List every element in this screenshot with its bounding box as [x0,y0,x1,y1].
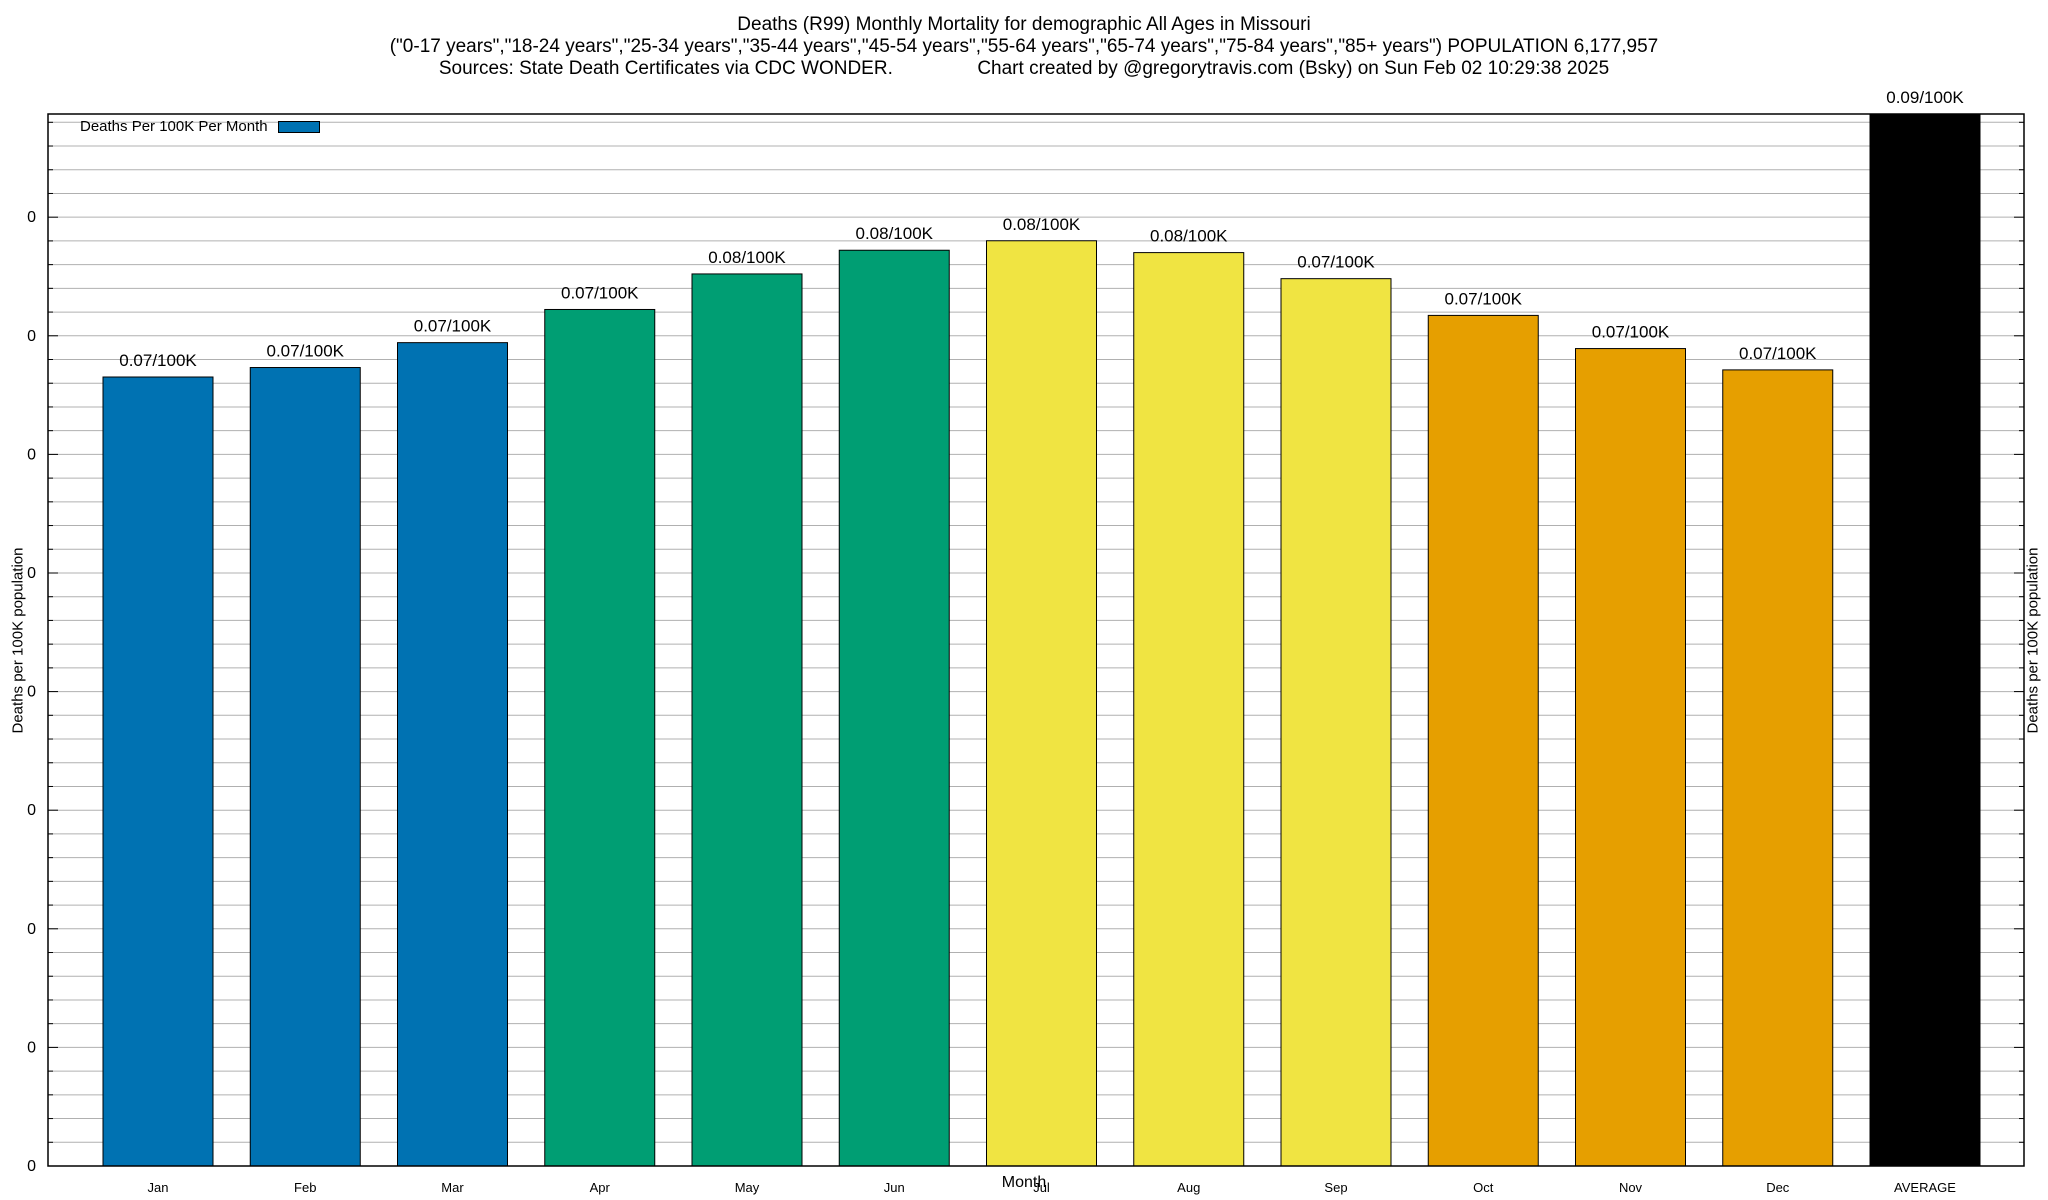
bars [102,113,1981,1167]
chart-sources-line: Sources: State Death Certificates via CD… [0,58,2048,80]
bar-oct [1427,314,1539,1167]
x-tick-label: Sep [1324,1180,1347,1195]
data-label: 0.07/100K [1444,289,1522,308]
bar-apr [544,308,656,1167]
chart-subtitle: ("0-17 years","18-24 years","25-34 years… [389,36,1659,57]
x-tick-label: Aug [1177,1180,1200,1195]
x-axis-label: Month [1001,1174,1047,1191]
chart-credit: Chart created by @gregorytravis.com (Bsk… [977,58,1610,79]
legend: Deaths Per 100K Per Month [80,118,320,135]
x-tick-label: Mar [441,1180,464,1195]
data-label: 0.08/100K [855,224,933,243]
x-tick-label: May [735,1180,760,1195]
chart-title: Deaths (R99) Monthly Mortality for demog… [737,14,1311,35]
y-tick-label: 0 [27,921,36,938]
y-axis-label-right: Deaths per 100K population [2024,547,2042,734]
data-labels: 0.07/100K Jan 0.07/100K Feb 0.07/100K Mar 0.07… [119,88,1964,1195]
y-axis-label: Deaths per 100K population [9,547,27,734]
data-label: 0.09/100K [1886,88,1964,107]
data-label: 0.08/100K [1003,215,1081,234]
bar-jun [838,249,950,1167]
x-tick-label: Apr [590,1180,611,1195]
x-tick-label: Oct [1473,1180,1494,1195]
bar-jul [986,240,1097,1167]
y-tick-label: 0 [27,802,36,819]
bar-feb [249,367,361,1167]
bar-aug [1133,252,1245,1167]
axis-ticks: 0 0 0 0 0 0 0 0 0 [27,121,2024,1175]
legend-swatch [277,120,320,133]
bar-may [691,273,803,1167]
bar-nov [1575,348,1686,1167]
data-label: 0.07/100K [1739,344,1817,363]
x-tick-label: Feb [294,1180,316,1195]
data-label: 0.07/100K [1297,253,1375,272]
bar-sep [1280,278,1392,1167]
y-tick-label: 0 [27,328,36,345]
x-tick-label: Dec [1766,1180,1790,1195]
x-tick-label: Jul [1033,1180,1050,1195]
plot-frame [47,113,2025,1167]
y-tick-label: 0 [27,684,36,701]
x-tick-label: Jun [884,1180,905,1195]
x-tick-label: Nov [1619,1180,1643,1195]
data-label: 0.07/100K [414,317,492,336]
y-tick-label: 0 [27,1039,36,1056]
y-tick-label: 0 [27,446,36,463]
bar-average [1869,113,1981,1167]
data-label: 0.08/100K [708,248,786,267]
data-label: 0.08/100K [1150,227,1228,246]
x-tick-label: AVERAGE [1894,1180,1956,1195]
y-tick-label: 0 [27,1158,36,1175]
chart-titles: Deaths (R99) Monthly Mortality for demog… [0,14,2048,80]
data-label: 0.07/100K [561,283,639,302]
bar-dec [1722,369,1834,1167]
chart-sources: Sources: State Death Certificates via CD… [438,58,893,79]
data-label: 0.07/100K [1592,323,1670,342]
bar-jan [102,376,214,1167]
bar-mar [397,342,508,1167]
y-tick-label: 0 [27,565,36,582]
data-label: 0.07/100K [119,351,197,370]
data-label: 0.07/100K [266,342,344,361]
x-tick-label: Jan [148,1180,169,1195]
legend-label: Deaths Per 100K Per Month [80,118,268,135]
y-tick-label: 0 [27,209,36,226]
